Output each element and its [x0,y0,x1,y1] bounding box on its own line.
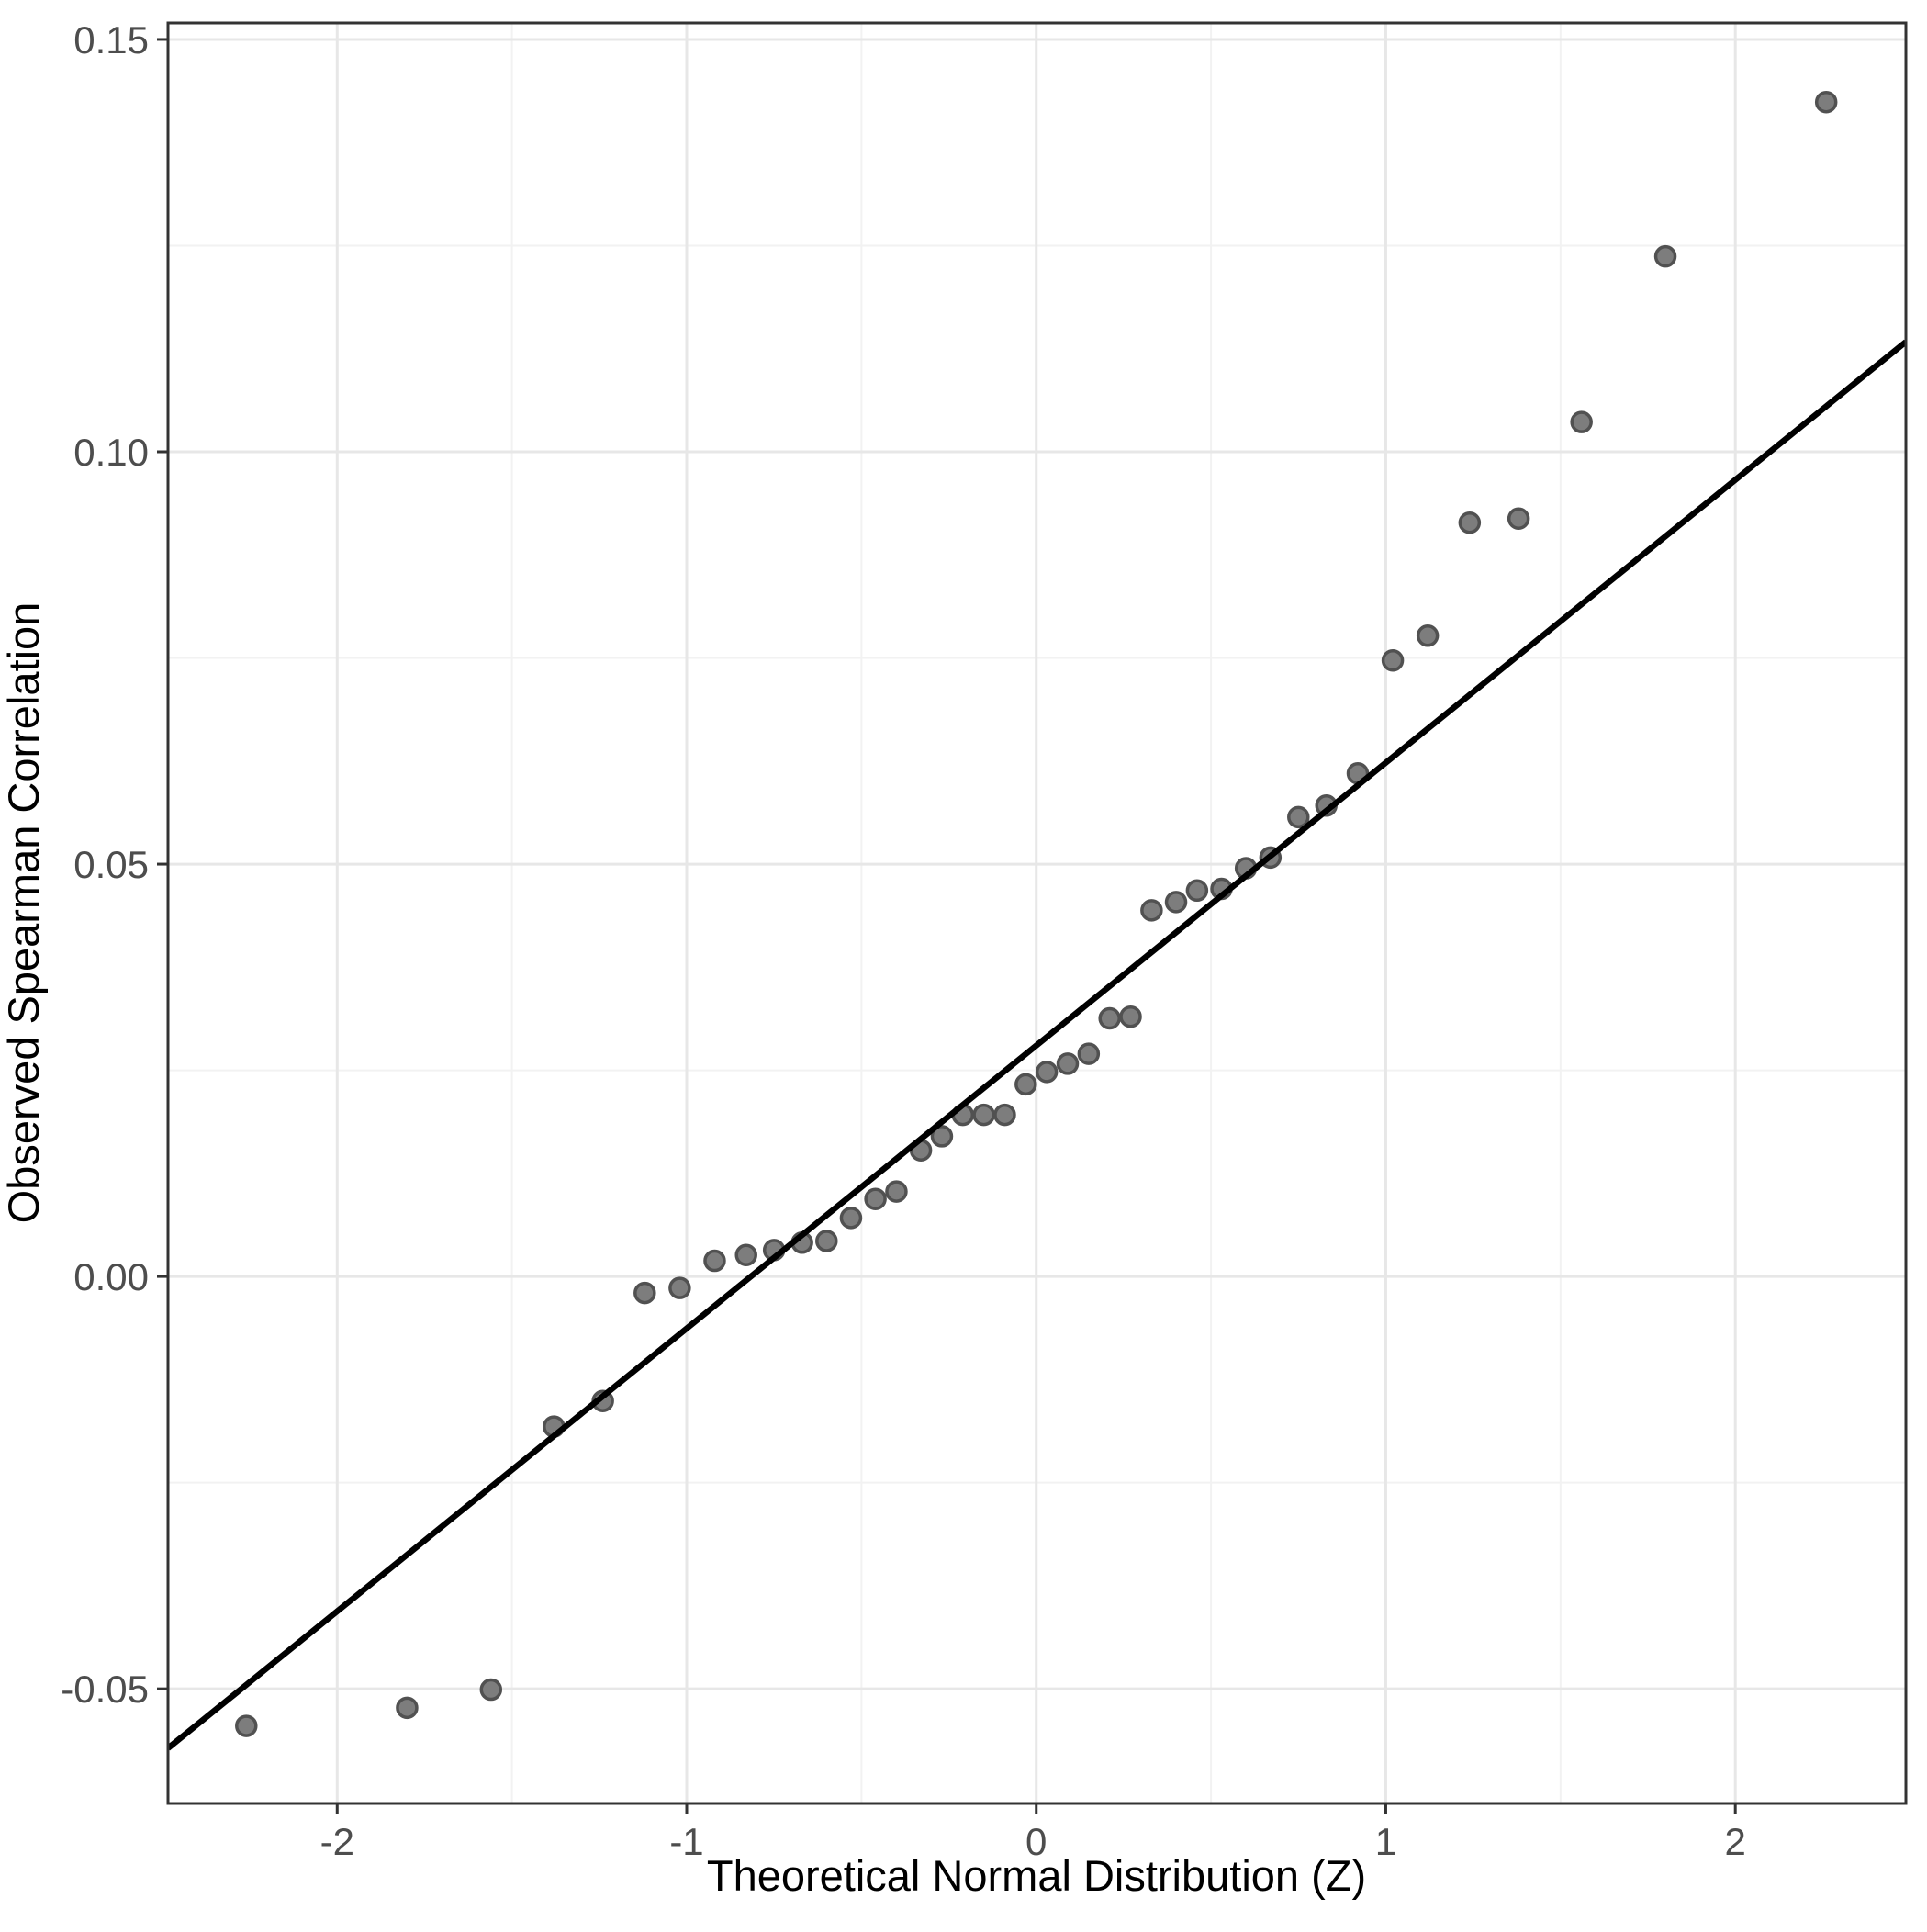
y-tick-label: 0.10 [73,431,149,474]
data-point [1507,507,1530,531]
data-point [1056,1052,1080,1075]
data-point [703,1249,726,1273]
data-point [1570,410,1593,433]
data-point [668,1276,691,1299]
x-axis-tick-labels: -2 -1 0 1 2 [320,1820,1746,1863]
data-point [734,1243,757,1267]
data-point [972,1103,995,1127]
data-point [1416,624,1440,647]
y-tick-label: -0.05 [61,1668,149,1711]
x-axis-title: Theoretical Normal Distribution (Z) [707,1851,1366,1900]
data-point [479,1678,503,1702]
data-point [235,1714,258,1737]
qq-line [168,339,1906,1751]
y-axis-tick-labels: 0.15 0.10 0.05 0.00 -0.05 [61,18,149,1711]
data-point [1185,879,1209,903]
x-tick-label: -2 [320,1820,354,1863]
data-point [1077,1042,1101,1065]
data-point [885,1180,908,1203]
qq-reference-line [168,339,1906,1751]
data-point [1014,1073,1037,1096]
data-point [1814,90,1838,114]
data-point [839,1207,863,1230]
data-point [1140,899,1163,922]
data-point [930,1125,954,1148]
axis-tick-marks [157,38,1737,1814]
x-tick-label: -1 [669,1820,703,1863]
data-point [396,1696,419,1720]
y-tick-label: 0.05 [73,843,149,886]
y-axis-title: Observed Spearman Correlation [0,602,48,1224]
data-point [815,1230,838,1252]
data-point [633,1281,656,1305]
x-tick-label: 0 [1025,1820,1047,1863]
data-point [1119,1005,1142,1028]
data-point [1458,511,1482,534]
x-tick-label: 2 [1725,1820,1746,1863]
data-point [1653,244,1677,268]
data-point [1381,648,1405,672]
data-point [1164,891,1188,914]
data-point [1035,1061,1059,1084]
y-tick-label: 0.00 [73,1255,149,1298]
data-point [864,1187,887,1210]
x-tick-label: 1 [1375,1820,1396,1863]
y-tick-label: 0.15 [73,18,149,62]
data-point [993,1103,1016,1127]
major-gridlines [168,23,1906,1803]
data-point [1287,805,1310,829]
data-point [1098,1006,1121,1030]
